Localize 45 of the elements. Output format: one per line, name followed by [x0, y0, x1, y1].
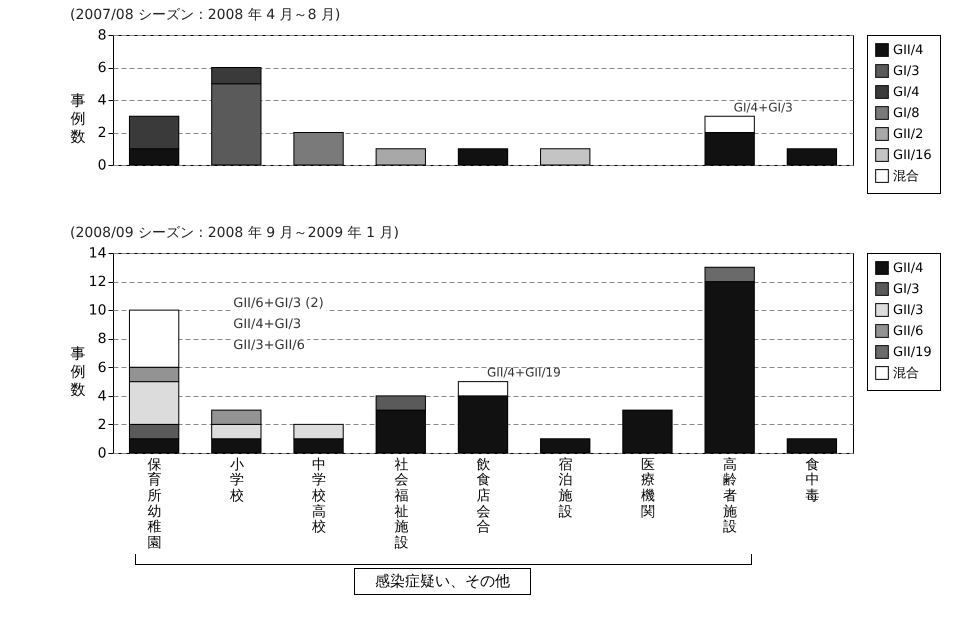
x-tick-label: 社会福祉施設 [394, 456, 408, 552]
legend-label: GI/3 [893, 64, 920, 79]
legend-label: 混合 [893, 169, 919, 184]
annotation: GII/6+GI/3 (2) [231, 296, 326, 310]
legend-label: GII/19 [893, 345, 932, 360]
y-tick-label: 12 [88, 274, 106, 290]
legend-label: GII/3 [893, 303, 924, 318]
legend-label: GII/2 [893, 127, 924, 142]
y-tick-label: 6 [98, 360, 107, 376]
y-tick-label: 2 [98, 416, 106, 433]
annotation: GI/4+GI/3 [734, 100, 793, 114]
annotation: GII/4+GII/19 [487, 366, 561, 380]
x-tick-label: 高齢者施設 [723, 456, 738, 536]
text: 感染症疑い、その他 [354, 568, 531, 594]
x-tick-label: 飲食店会合 [476, 456, 490, 536]
y-tick-label: 0 [98, 158, 106, 174]
y-tick-label: 4 [98, 92, 107, 108]
annotation: GII/3+GII/6 [231, 338, 307, 352]
y-tick-label: 8 [98, 28, 106, 44]
legend-label: 混合 [893, 366, 919, 381]
x-tick-label: 食中毒 [805, 456, 820, 505]
y-tick-label: 14 [88, 246, 107, 262]
y-tick-label: 0 [98, 446, 106, 462]
y-axis-title: 事例数 [70, 92, 86, 146]
legend-label: GI/4 [893, 85, 920, 100]
x-tick-label: 中学校高校 [312, 456, 326, 536]
legend-label: GII/16 [893, 148, 932, 163]
x-tick-label: 宿泊施設 [558, 456, 573, 520]
legend-label: GII/4 [893, 261, 924, 276]
annotation: GII/4+GI/3 [231, 316, 304, 332]
legend-label: GI/8 [893, 106, 920, 121]
y-tick-label: 4 [98, 388, 107, 404]
y-axis-title: 事例数 [70, 344, 86, 398]
y-tick-label: 6 [98, 60, 107, 76]
chart-title: (2008/09 シーズン : 2008 年 9 月～2009 年 1 月) [70, 225, 399, 241]
y-tick-label: 2 [98, 125, 106, 141]
legend-label: GI/3 [893, 282, 920, 297]
x-tick-label: 保育所幼稚園 [148, 456, 162, 552]
chart-title: (2007/08 シーズン : 2008 年 4 月～8 月) [70, 7, 340, 23]
x-tick-label: 小学校 [230, 456, 244, 505]
legend-label: GII/4 [893, 43, 924, 58]
y-tick-label: 10 [88, 302, 106, 319]
y-tick-label: 8 [98, 331, 106, 348]
legend-label: GII/6 [893, 324, 924, 339]
x-tick-label: 医療機関 [640, 456, 655, 520]
